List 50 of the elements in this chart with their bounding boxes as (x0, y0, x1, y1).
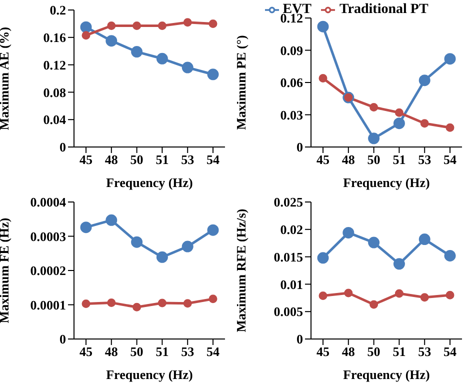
x-tick-label: 51 (392, 152, 406, 168)
x-tick-label: 50 (130, 344, 144, 359)
y-tick-label: 0.025 (274, 194, 304, 210)
y-tick-label: 0.16 (43, 30, 66, 46)
y-tick-label: 0.09 (280, 42, 304, 58)
x-tick-label: 53 (181, 344, 195, 359)
x-tick-label: 50 (367, 344, 380, 359)
x-tick-label: 54 (444, 344, 457, 359)
x-tick-label: 50 (130, 152, 144, 168)
y-tick-label: 0.0003 (30, 228, 66, 244)
y-tick-label: 0.12 (43, 57, 66, 72)
y-tick-label: 0 (60, 331, 66, 346)
x-tick-label: 48 (342, 152, 356, 168)
y-tick-label: 0.08 (43, 84, 66, 100)
y-tick-label: 0.01 (280, 276, 303, 292)
y-tick-label: 0.0001 (30, 296, 66, 312)
y-tick-label: 0.0002 (30, 262, 66, 278)
y-tick-label: 0.04 (43, 112, 66, 128)
x-axis-title: Frequency (Hz) (343, 175, 430, 190)
x-tick-label: 53 (181, 152, 195, 168)
y-tick-label: 0.2 (50, 2, 66, 18)
x-tick-label: 45 (80, 344, 93, 359)
x-axis-title: Frequency (Hz) (106, 366, 193, 382)
x-tick-label: 51 (156, 344, 169, 359)
x-tick-label: 51 (392, 344, 406, 359)
x-tick-label: 53 (418, 344, 432, 359)
x-tick-label: 54 (206, 152, 220, 168)
y-tick-label: 0 (296, 331, 303, 346)
x-tick-label: 45 (80, 152, 93, 168)
y-tick-label: 0.005 (274, 304, 304, 319)
y-tick-label: 0.03 (280, 107, 304, 122)
x-tick-label: 51 (156, 152, 169, 168)
x-tick-label: 50 (367, 152, 380, 168)
legend-label: Traditional PT (339, 2, 428, 17)
y-tick-label: 0 (60, 140, 66, 155)
y-tick-label: 0.0004 (30, 194, 66, 210)
x-tick-label: 48 (104, 344, 118, 359)
x-tick-label: 48 (104, 152, 118, 168)
y-tick-label: 0.06 (280, 75, 304, 90)
x-axis-title: Frequency (Hz) (106, 175, 193, 190)
x-tick-label: 54 (444, 152, 457, 168)
y-tick-label: 0.015 (274, 248, 304, 264)
x-axis-title: Frequency (Hz) (343, 366, 430, 382)
x-tick-label: 45 (316, 344, 330, 359)
y-tick-label: 0 (296, 140, 303, 155)
x-tick-label: 45 (316, 152, 330, 168)
y-tick-label: 0.02 (280, 222, 303, 237)
x-tick-label: 54 (206, 344, 220, 359)
x-tick-label: 53 (418, 152, 432, 168)
x-tick-label: 48 (342, 344, 356, 359)
